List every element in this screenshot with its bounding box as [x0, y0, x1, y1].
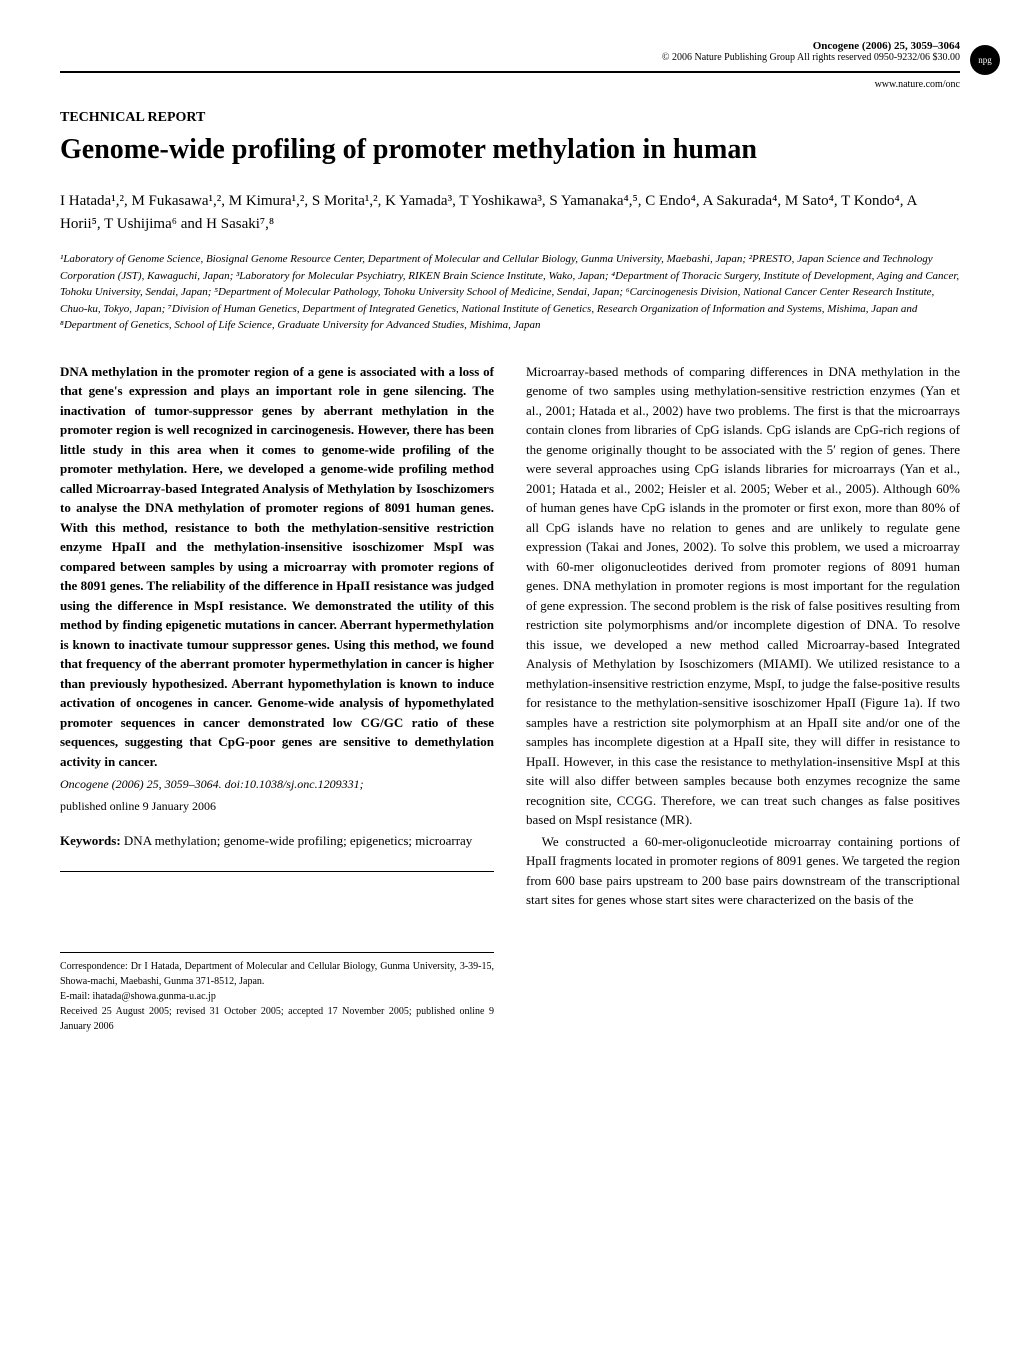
left-column: DNA methylation in the promoter region o…	[60, 362, 494, 1034]
affiliations: ¹Laboratory of Genome Science, Biosignal…	[60, 251, 960, 334]
received-dates: Received 25 August 2005; revised 31 Octo…	[60, 1004, 494, 1034]
correspondence-block: Correspondence: Dr I Hatada, Department …	[60, 952, 494, 1034]
body-paragraph-1: Microarray-based methods of comparing di…	[526, 362, 960, 830]
journal-header: Oncogene (2006) 25, 3059–3064 © 2006 Nat…	[60, 40, 960, 73]
publisher-badge-icon: npg	[970, 45, 1000, 75]
journal-url: www.nature.com/onc	[60, 79, 960, 90]
abstract-text: DNA methylation in the promoter region o…	[60, 362, 494, 772]
correspondence-address: Correspondence: Dr I Hatada, Department …	[60, 959, 494, 989]
keywords-block: Keywords: DNA methylation; genome-wide p…	[60, 831, 494, 851]
article-title: Genome-wide profiling of promoter methyl…	[60, 134, 960, 166]
keywords-text: DNA methylation; genome-wide profiling; …	[121, 833, 473, 848]
author-list: I Hatada¹,², M Fukasawa¹,², M Kimura¹,²,…	[60, 190, 960, 235]
journal-citation: Oncogene (2006) 25, 3059–3064	[60, 40, 960, 52]
doi-line: Oncogene (2006) 25, 3059–3064. doi:10.10…	[60, 775, 494, 793]
right-column: Microarray-based methods of comparing di…	[526, 362, 960, 1034]
copyright-line: © 2006 Nature Publishing Group All right…	[60, 52, 960, 63]
keywords-divider	[60, 871, 494, 872]
pub-date: published online 9 January 2006	[60, 797, 494, 815]
body-paragraph-2: We constructed a 60-mer-oligonucleotide …	[526, 832, 960, 910]
section-label: TECHNICAL REPORT	[60, 110, 960, 126]
correspondence-email: E-mail: ihatada@showa.gunma-u.ac.jp	[60, 989, 494, 1004]
keywords-label: Keywords:	[60, 833, 121, 848]
two-column-layout: DNA methylation in the promoter region o…	[60, 362, 960, 1034]
